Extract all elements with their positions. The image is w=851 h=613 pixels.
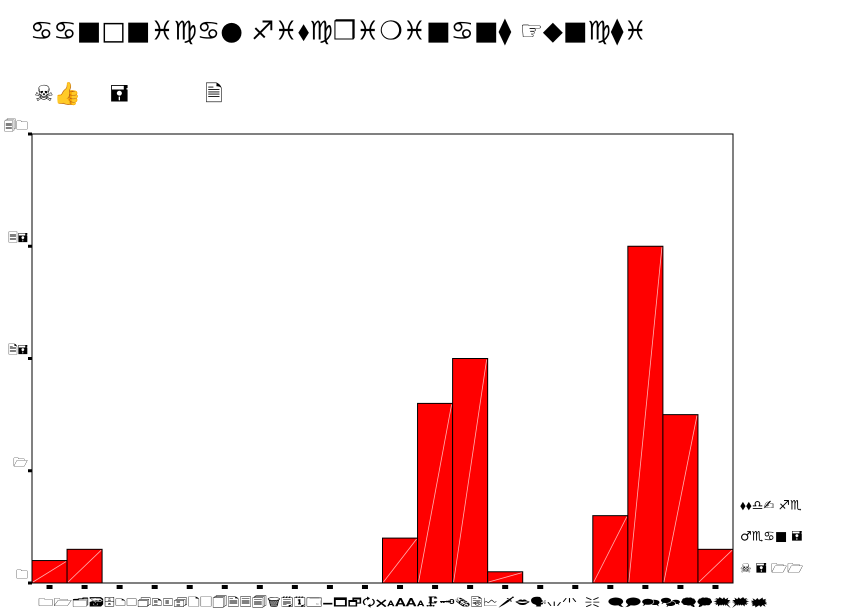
y-tick-label: 🗐🗀 [4,118,28,133]
legend-text: ⬧⬧♎✍ ♐♏ [740,499,802,514]
bar-hatch [488,572,522,583]
legend-text: ♂♏♋■ 🖬 [740,530,802,545]
x-tick [186,585,193,589]
annotation: 🗎 [205,82,223,107]
x-tick [397,585,404,589]
chart-title: ♋♋■□■♓♍♋● ♐♓⬧♍❒♓❍♓■♋■⧫ ☞◆■♍⧫♓ [30,17,647,47]
bar-hatch [698,550,733,583]
bar-hatch [628,247,663,583]
annotation: ☠👍 [34,81,81,107]
x-tick [502,585,509,589]
x-tick [116,585,123,589]
bar-hatch [453,359,488,583]
x-tick [607,585,614,589]
y-tick-label: 🗏🖬 [8,231,28,245]
bar-hatch [593,516,628,583]
x-tick [467,585,474,589]
x-tick [46,585,53,589]
bar [452,358,489,584]
y-tick-label: 🗎🖬 [8,343,28,357]
x-tick [572,585,579,589]
x-tick [221,585,228,589]
x-tick [81,585,88,589]
bar-hatch [418,404,452,583]
bar-hatch [663,415,698,583]
x-tick [256,585,263,589]
x-tick [326,585,333,589]
bar-hatch [383,538,417,583]
x-tick [432,585,439,589]
bar-hatch [67,550,102,583]
y-tick-label: 🗁 [13,455,28,469]
x-tick [361,585,368,589]
x-tick [151,585,158,589]
y-tick-label: 🗀 [16,568,28,582]
legend-text: ☠ 🖬 🗁🗁 [740,562,803,577]
x-tick [677,585,684,589]
x-tick [291,585,298,589]
x-tick [537,585,544,589]
x-tick [642,585,649,589]
bar-hatch [32,561,67,583]
x-axis-label: 🗀🗁🗂🗃🗄🗅🗆🗇🗈🗉🗊🗋🗌🗍🗎🗏🗐🗑🗒🗓🗔🗕🗖🗗🗘🗙🗚🗛🗜🗝🗞🗟🗠🗡🗢🗣🗤🗥🗦🗧… [38,595,768,609]
annotation: 🖬 [110,82,129,107]
x-tick [712,585,719,589]
